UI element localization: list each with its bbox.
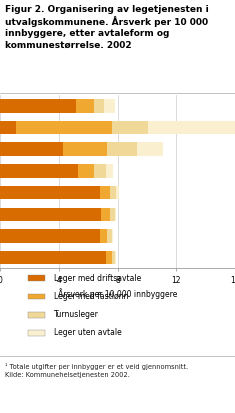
- FancyBboxPatch shape: [28, 312, 45, 318]
- Bar: [63, 142, 107, 156]
- Bar: [0, 99, 76, 113]
- Bar: [107, 142, 137, 156]
- Bar: [76, 99, 94, 113]
- Bar: [148, 121, 235, 134]
- Bar: [116, 186, 119, 199]
- Bar: [107, 229, 112, 243]
- Bar: [100, 229, 107, 243]
- X-axis label: Årsverk per 10 000 innbyggere: Årsverk per 10 000 innbyggere: [58, 288, 177, 299]
- Bar: [110, 186, 116, 199]
- Bar: [16, 121, 112, 134]
- Text: ¹ Totale utgifter per innbygger er et veid gjennomsnitt.
Kilde: Kommunehelsetjen: ¹ Totale utgifter per innbygger er et ve…: [5, 363, 188, 378]
- Bar: [0, 229, 100, 243]
- Bar: [137, 142, 163, 156]
- Bar: [115, 251, 116, 264]
- Bar: [94, 164, 106, 178]
- Bar: [112, 229, 113, 243]
- Bar: [0, 164, 78, 178]
- Bar: [104, 99, 115, 113]
- Bar: [100, 186, 110, 199]
- Bar: [78, 164, 94, 178]
- Bar: [0, 251, 106, 264]
- Bar: [115, 207, 116, 221]
- Bar: [112, 251, 115, 264]
- Bar: [106, 251, 112, 264]
- Bar: [110, 207, 115, 221]
- Bar: [0, 207, 101, 221]
- Text: Figur 2. Organisering av legetjenesten i
utvalgskommunene. Årsverk per 10 000
in: Figur 2. Organisering av legetjenesten i…: [5, 5, 208, 50]
- Text: Leger med fastlønn: Leger med fastlønn: [54, 292, 128, 301]
- Bar: [112, 121, 148, 134]
- FancyBboxPatch shape: [28, 275, 45, 281]
- Bar: [101, 207, 110, 221]
- Text: Turnusleger: Turnusleger: [54, 310, 99, 319]
- Text: Leger med driftsavtale: Leger med driftsavtale: [54, 274, 141, 283]
- Bar: [0, 186, 100, 199]
- Bar: [0, 142, 63, 156]
- Text: Leger uten avtale: Leger uten avtale: [54, 328, 122, 337]
- Bar: [0, 121, 16, 134]
- Bar: [106, 164, 113, 178]
- FancyBboxPatch shape: [28, 330, 45, 336]
- FancyBboxPatch shape: [28, 294, 45, 299]
- Bar: [94, 99, 104, 113]
